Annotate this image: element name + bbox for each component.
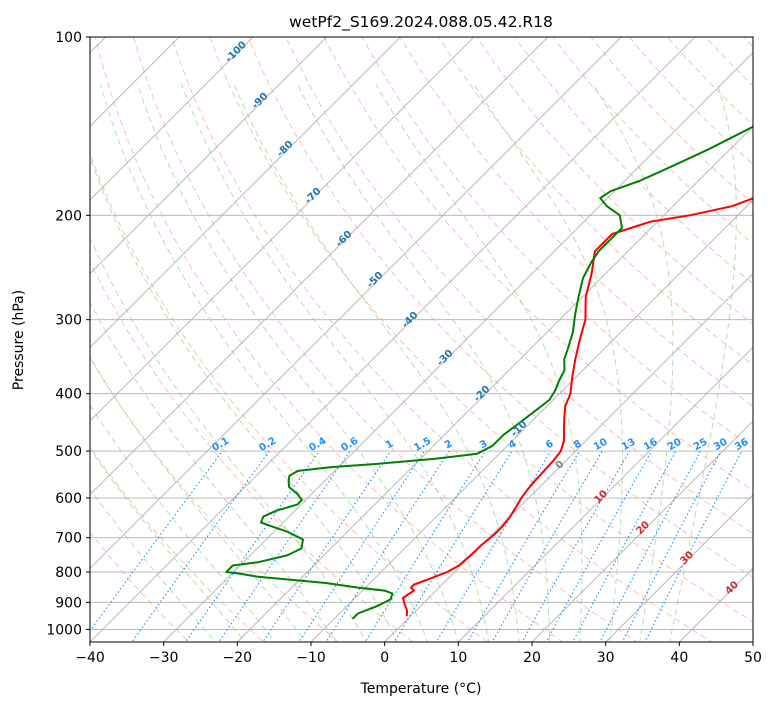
moist-adiabat-line [99, 83, 429, 642]
isotherm-line [90, 37, 328, 275]
isotherm-line [90, 37, 622, 569]
x-tick-label: −40 [75, 650, 105, 666]
moist-adiabat-line [90, 488, 216, 642]
isotherm-line [237, 125, 753, 642]
x-tick-label: −30 [149, 650, 179, 666]
moist-adiabat-line [233, 83, 520, 642]
mixing-ratio-label: 8 [572, 438, 584, 451]
y-tick-label: 200 [55, 208, 82, 224]
isotherm-line [90, 37, 475, 422]
moist-adiabat-line [669, 83, 737, 642]
moist-adiabat-line [90, 404, 276, 642]
mixing-ratio-line [491, 450, 603, 642]
mixing-ratio-line [572, 450, 677, 642]
plot-frame [89, 36, 754, 643]
isotherm-line [90, 37, 696, 642]
mixing-ratio-line [599, 450, 701, 642]
isotherm-line [0, 10, 59, 642]
isotherm-line [90, 37, 549, 496]
mixing-ratio-line [466, 450, 580, 642]
moist-adiabat-line [90, 155, 398, 642]
isotherm-line [163, 52, 753, 642]
moist-adiabat-line [90, 447, 246, 642]
x-axis-label: Temperature (°C) [360, 681, 482, 697]
y-axis-label: Pressure (hPa) [11, 290, 27, 390]
dry-adiabat-line [323, 37, 753, 491]
mixing-ratio-line [393, 450, 513, 642]
moist-adiabat-line [473, 83, 623, 642]
isotherm-line [384, 273, 753, 642]
isotherm-line [752, 641, 753, 642]
x-tick-label: 50 [744, 650, 762, 666]
dry-adiabat-line [361, 37, 753, 449]
isotherm-line [531, 420, 753, 642]
y-tick-label: 500 [55, 444, 82, 460]
x-tick-label: 30 [597, 650, 615, 666]
mixing-ratio-line [298, 450, 425, 642]
mixing-ratio-label: 4 [507, 438, 519, 451]
y-tick-label: 1000 [46, 622, 82, 638]
isotherm-line [605, 494, 753, 642]
y-tick-label: 600 [55, 491, 82, 507]
mixing-ratio-line [325, 450, 450, 642]
moist-adiabat-line [592, 83, 674, 642]
mixing-ratio-label: 6 [544, 438, 556, 451]
isotherm-line [90, 37, 180, 127]
y-tick-label: 400 [55, 387, 82, 403]
dry-adiabat-line [399, 37, 753, 407]
moist-adiabat-line [137, 83, 459, 642]
moist-adiabat-line [375, 83, 583, 642]
mixing-ratio-label: 1 [384, 438, 396, 451]
temperature-profile-line [401, 197, 753, 617]
moist-adiabat-line [90, 355, 307, 642]
series-layer [225, 125, 753, 620]
y-tick-label: 800 [55, 565, 82, 581]
mixing-ratio-label: 2 [443, 438, 455, 451]
x-tick-label: −10 [296, 650, 326, 666]
x-tick-label: 0 [380, 650, 389, 666]
y-tick-label: 700 [55, 531, 82, 547]
chart-title: wetPf2_S169.2024.088.05.42.R18 [289, 13, 553, 32]
mixing-ratio-line [545, 450, 653, 642]
moist-adiabat-line [296, 83, 550, 642]
dry-adiabat-line [90, 446, 265, 642]
mixing-ratio-label: 3 [478, 438, 490, 451]
moist-adiabat-line [180, 83, 490, 642]
isotherm-line [90, 37, 254, 201]
isotherm-line [458, 346, 753, 642]
y-tick-label: 100 [55, 30, 82, 46]
isotherm-line [310, 199, 753, 642]
isotherm-line [90, 37, 401, 348]
x-tick-label: −20 [223, 650, 253, 666]
moist-adiabat-line [90, 301, 337, 642]
mixing-ratio-line [364, 450, 486, 642]
x-tick-label: 10 [449, 650, 467, 666]
mixing-ratio-line [218, 450, 351, 642]
tick-layer: −40 −30 −20 −10 0 10 20 30 40 50 100 200 300 400 500 60… [46, 30, 762, 666]
dewpoint-profile-line [225, 125, 753, 620]
x-tick-label: 20 [523, 650, 541, 666]
y-tick-label: 300 [55, 313, 82, 329]
y-tick-label: 900 [55, 595, 82, 611]
x-tick-label: 40 [670, 650, 688, 666]
mixing-ratio-line [90, 450, 223, 632]
grid-layer [0, 10, 753, 642]
mixing-ratio-line [262, 450, 392, 642]
mixing-ratio-line [131, 450, 270, 642]
plot-background [90, 37, 753, 642]
